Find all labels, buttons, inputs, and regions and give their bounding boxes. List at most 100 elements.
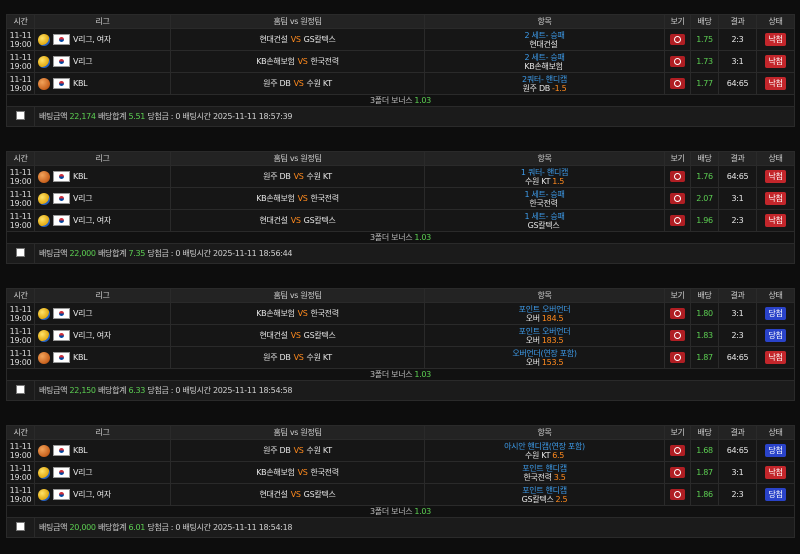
pick-cell: 아시안 핸디캡(연장 포함) 수원 KT 6.5 [424, 439, 665, 462]
select-checkbox[interactable] [16, 111, 25, 120]
bet-time-label: 배팅시간 [182, 523, 211, 532]
game-date: 11-11 [9, 30, 32, 40]
view-cell [664, 187, 691, 210]
result-score: 3:1 [718, 302, 757, 325]
header-time: 시간 [6, 14, 35, 29]
eye-icon[interactable] [670, 445, 685, 456]
pick-line: 3.5 [553, 472, 566, 482]
status-badge: 낙첨 [765, 170, 786, 183]
pick-line: 1.5 [552, 176, 565, 186]
league-name: V리그 [73, 309, 93, 318]
eye-icon[interactable] [670, 467, 685, 478]
odds-value: 1.86 [690, 483, 719, 506]
bonus-row: 3폴더 보너스 1.03 [6, 505, 795, 518]
vs-label: VS [297, 57, 308, 66]
select-cell [6, 517, 35, 538]
korea-flag-icon [53, 308, 70, 319]
league-name: V리그, 여자 [73, 35, 111, 44]
odds-value: 1.96 [690, 209, 719, 232]
match-cell: 현대건설 VS GS칼텍스 [170, 324, 425, 347]
game-date: 11-11 [9, 326, 32, 336]
game-date: 11-11 [9, 441, 32, 451]
home-team: KB손해보험 [256, 468, 295, 477]
bonus-row: 3폴더 보너스 1.03 [6, 231, 795, 244]
vs-label: VS [290, 216, 301, 225]
bet-amount: 20,000 [69, 523, 97, 532]
league-cell: KBL [34, 165, 171, 188]
header-odds: 배당 [690, 14, 719, 29]
odds-total: 6.01 [128, 523, 146, 532]
header-time: 시간 [6, 288, 35, 303]
bet-time: 2025-11-11 18:56:44 [212, 249, 293, 258]
eye-icon[interactable] [670, 215, 685, 226]
bet-time: 2025-11-11 18:54:58 [212, 386, 293, 395]
game-row: 11-11 19:00 V리그, 여자 현대건설 VS GS칼텍스 1 세트- 승패 G… [6, 209, 795, 232]
select-checkbox[interactable] [16, 522, 25, 531]
bonus-value: 1.03 [414, 507, 431, 516]
bonus-label: 3폴더 보너스 [370, 233, 413, 242]
result-score: 3:1 [718, 187, 757, 210]
eye-icon[interactable] [670, 330, 685, 341]
status-cell: 낙첨 [756, 72, 795, 95]
eye-icon[interactable] [670, 193, 685, 204]
status-badge: 당첨 [765, 329, 786, 342]
bet-amount: 22,000 [69, 249, 97, 258]
home-team: 원주 DB [263, 446, 291, 455]
eye-icon[interactable] [670, 489, 685, 500]
bonus-label: 3폴더 보너스 [370, 370, 413, 379]
eye-icon[interactable] [670, 352, 685, 363]
league-name: KBL [73, 79, 88, 88]
status-badge: 낙첨 [765, 77, 786, 90]
basketball-icon [38, 170, 50, 183]
vs-label: VS [293, 79, 304, 88]
pick-line: 2.5 [555, 494, 568, 504]
header-time: 시간 [6, 151, 35, 166]
away-team: GS칼텍스 [303, 216, 336, 225]
korea-flag-icon [53, 193, 70, 204]
odds-value: 1.87 [690, 346, 719, 369]
select-checkbox[interactable] [16, 385, 25, 394]
game-row: 11-11 19:00 KBL 원주 DB VS 수원 KT 오버언더(연장 포함) 오… [6, 346, 795, 369]
home-team: 원주 DB [263, 79, 291, 88]
view-cell [664, 346, 691, 369]
eye-icon[interactable] [670, 308, 685, 319]
game-clock: 19:00 [9, 357, 32, 367]
bet-amount-label: 배팅금액 [39, 112, 68, 121]
pick-selection: KB손해보험 [524, 61, 563, 71]
eye-icon[interactable] [670, 34, 685, 45]
header-time: 시간 [6, 425, 35, 440]
game-time: 11-11 19:00 [6, 439, 35, 462]
bet-amount-label: 배팅금액 [39, 523, 68, 532]
eye-icon[interactable] [670, 78, 685, 89]
bet-time-label: 배팅시간 [182, 386, 211, 395]
odds-total: 5.51 [128, 112, 146, 121]
bet-table: 시간 리그 홈팀 vs 원정팀 항목 보기 배당 결과 상태 11-11 19:0… [6, 151, 795, 264]
result-score: 64:65 [718, 165, 757, 188]
bet-slip: 시간 리그 홈팀 vs 원정팀 항목 보기 배당 결과 상태 11-11 19:0… [6, 425, 795, 538]
pick-selection: GS칼텍스 [527, 220, 560, 230]
pick-cell: 1 세트- 승패 한국전력 [424, 187, 665, 210]
select-cell [6, 243, 35, 264]
game-time: 11-11 19:00 [6, 346, 35, 369]
bet-time: 2025-11-11 18:54:18 [212, 523, 293, 532]
league-cell: KBL [34, 72, 171, 95]
match-cell: 원주 DB VS 수원 KT [170, 439, 425, 462]
match-cell: KB손해보험 VS 한국전력 [170, 302, 425, 325]
status-cell: 낙첨 [756, 346, 795, 369]
eye-icon[interactable] [670, 171, 685, 182]
odds-total: 7.35 [128, 249, 146, 258]
select-checkbox[interactable] [16, 248, 25, 257]
game-date: 11-11 [9, 74, 32, 84]
vs-label: VS [297, 309, 308, 318]
odds-value: 1.75 [690, 28, 719, 51]
away-team: 한국전력 [310, 468, 340, 477]
game-clock: 19:00 [9, 176, 32, 186]
game-clock: 19:00 [9, 472, 32, 482]
basketball-icon [38, 351, 50, 364]
payout-label: 당첨금 : [147, 112, 174, 121]
eye-icon[interactable] [670, 56, 685, 67]
away-team: 수원 KT [306, 79, 333, 88]
pick-line: 183.5 [541, 335, 564, 345]
home-team: KB손해보험 [256, 309, 295, 318]
summary-row: 배팅금액 20,000 배당합계 6.01 당첨금 : 0 배팅시간 2025-… [6, 517, 795, 538]
